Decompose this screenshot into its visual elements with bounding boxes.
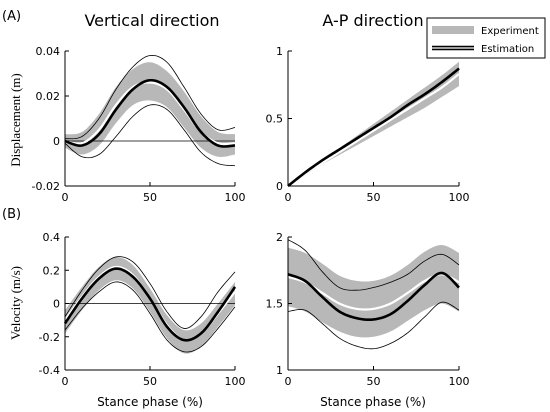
x-tick-label: 0 [285,191,292,204]
x-tick-label: 50 [143,191,157,204]
estimation-line [287,271,460,322]
y-tick-label: 0 [53,298,60,311]
legend: Experiment Estimation [426,17,546,59]
column-title-ap: A-P direction [322,11,423,30]
x-tick-label: 0 [285,375,292,388]
y-tick-label: 0 [53,135,60,148]
estimation-upper-line [64,54,236,140]
x-tick-label: 50 [367,191,381,204]
panel-label-b: (B) [2,207,21,222]
xlabel-right: Stance phase (%) [320,395,426,409]
estimation-line [64,78,236,148]
y-tick-label: 0.02 [36,90,61,103]
legend-experiment-label: Experiment [481,26,539,37]
estimation-lower-line [64,281,236,353]
estimation-upper-line [287,239,460,291]
experiment-mean-line [287,73,460,187]
xlabel-left: Stance phase (%) [97,395,203,409]
y-tick-label: -0.4 [39,364,60,377]
estimation-line [287,67,460,188]
x-tick-label: 50 [367,375,381,388]
y-tick-label: 0.4 [43,231,61,244]
y-tick-label: 1 [276,364,283,377]
estimation-upper-line [64,256,236,329]
x-tick-label: 100 [449,375,470,388]
experiment-band [288,244,459,338]
y-tick-label: 0 [276,180,283,193]
experiment-mean-line [287,273,460,311]
chart-vertical-velocity: -0.4 -0.2 0 0.2 0.4 0 50 100 [39,231,246,388]
y-tick-label: 2 [276,231,283,244]
experiment-band [65,256,235,354]
chart-ap-velocity: 1 1.5 2 0 50 100 [266,231,470,388]
y-tick-label: -0.02 [32,180,60,193]
legend-estimation-label: Estimation [481,44,534,55]
x-tick-label: 100 [225,191,246,204]
x-tick-label: 100 [225,375,246,388]
ylabel-displacement: Displacement (m) [8,73,23,167]
y-tick-label: 0.2 [43,264,61,277]
ylabel-velocity: Velocity (m/s) [8,266,23,340]
column-title-vertical: Vertical direction [84,11,219,30]
experiment-band [65,62,235,157]
y-tick-label: 1.5 [266,298,284,311]
estimation-lower-line [64,104,236,167]
panel-label-a: (A) [2,9,21,24]
chart-ap-displacement: 0 0.5 1 0 50 100 [266,45,470,204]
legend-box [426,17,546,59]
x-tick-label: 0 [62,375,69,388]
y-tick-label: -0.2 [39,331,60,344]
estimation-lower-line [287,301,460,350]
x-tick-label: 50 [143,375,157,388]
y-tick-label: 0.5 [266,113,284,126]
x-tick-label: 100 [449,191,470,204]
y-tick-label: 1 [276,45,283,58]
x-tick-label: 0 [62,191,69,204]
estimation-line [63,267,237,342]
y-tick-label: 0.04 [36,45,61,58]
